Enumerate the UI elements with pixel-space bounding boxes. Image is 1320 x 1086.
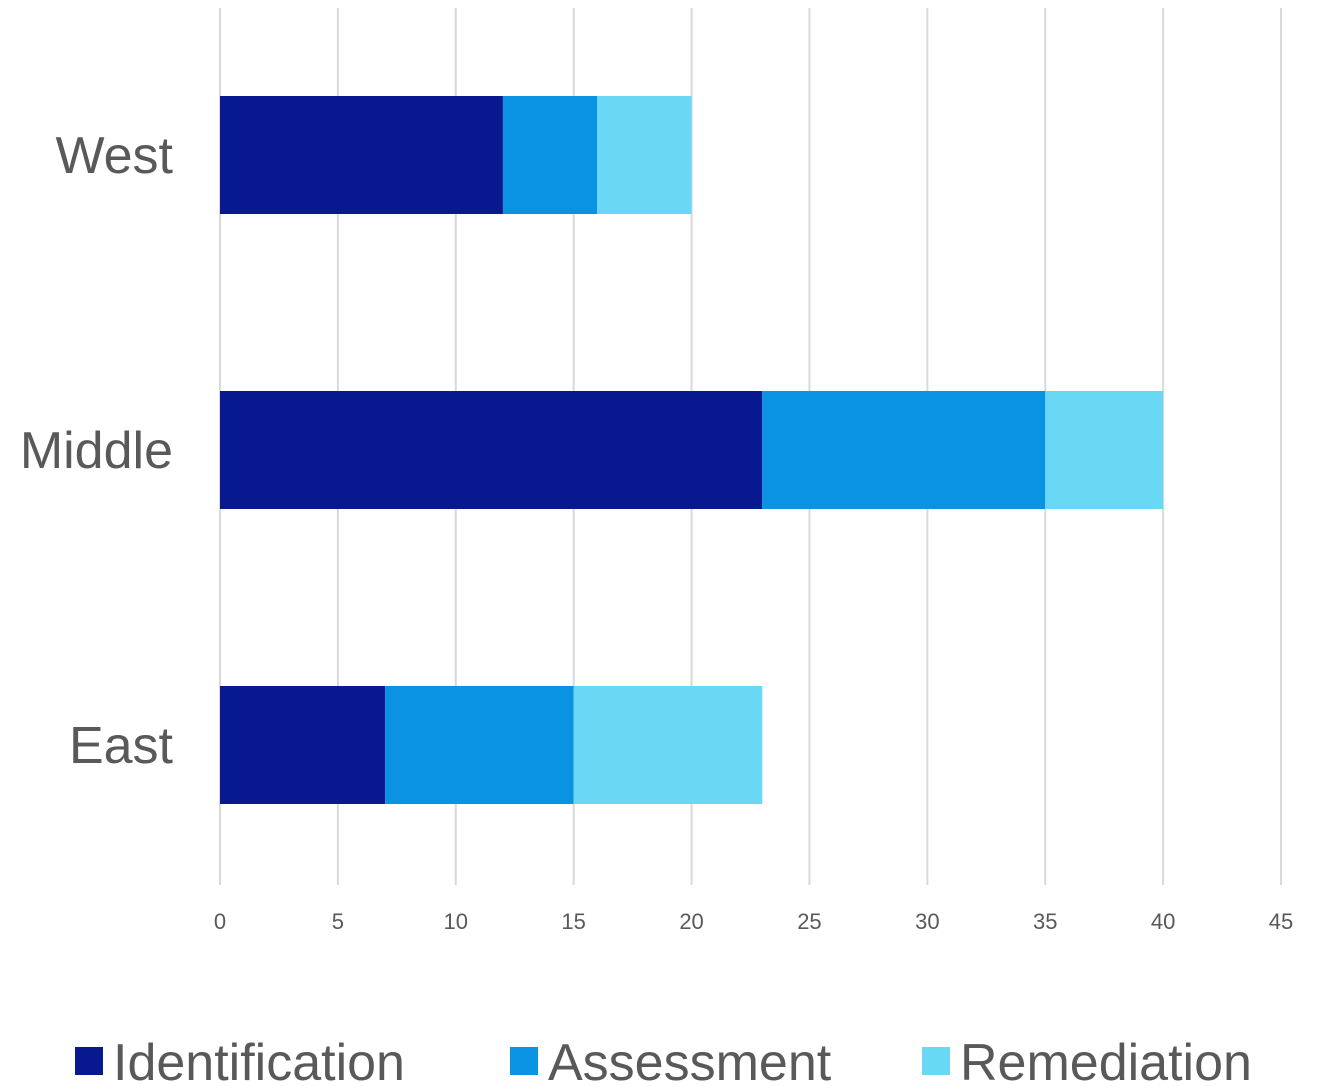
bar-east-remediation bbox=[573, 686, 763, 804]
bar-west-remediation bbox=[597, 96, 692, 214]
legend: Identification Assessment Remediation bbox=[75, 1034, 1252, 1086]
x-tick-label: 0 bbox=[214, 909, 226, 934]
x-tick-label: 25 bbox=[797, 909, 821, 934]
legend-label-remediation: Remediation bbox=[960, 1034, 1252, 1086]
x-tick-label: 30 bbox=[915, 909, 939, 934]
bar-east-identification bbox=[220, 686, 386, 804]
bar-west-assessment bbox=[502, 96, 598, 214]
legend-swatch-assessment bbox=[510, 1047, 538, 1075]
bar-middle-remediation bbox=[1045, 391, 1164, 509]
legend-label-assessment: Assessment bbox=[548, 1034, 832, 1086]
bar-east-assessment bbox=[385, 686, 574, 804]
legend-label-identification: Identification bbox=[113, 1034, 405, 1086]
x-tick-label: 15 bbox=[561, 909, 585, 934]
legend-swatch-identification bbox=[75, 1047, 103, 1075]
x-tick-label: 45 bbox=[1269, 909, 1293, 934]
x-tick-label: 35 bbox=[1033, 909, 1057, 934]
x-tick-label: 40 bbox=[1151, 909, 1175, 934]
x-axis-tick-labels: 0 5 10 15 20 25 30 35 40 45 bbox=[214, 909, 1293, 934]
bar-middle-identification bbox=[220, 391, 763, 509]
bars bbox=[220, 96, 1164, 804]
bar-west-identification bbox=[220, 96, 503, 214]
legend-swatch-remediation bbox=[922, 1047, 950, 1075]
category-label-middle: Middle bbox=[20, 422, 173, 480]
category-labels: West Middle East bbox=[20, 127, 174, 775]
x-tick-label: 10 bbox=[444, 909, 468, 934]
category-label-west: West bbox=[55, 127, 173, 185]
category-label-east: East bbox=[69, 717, 174, 775]
bar-middle-assessment bbox=[762, 391, 1046, 509]
x-tick-label: 5 bbox=[332, 909, 344, 934]
x-tick-label: 20 bbox=[679, 909, 703, 934]
